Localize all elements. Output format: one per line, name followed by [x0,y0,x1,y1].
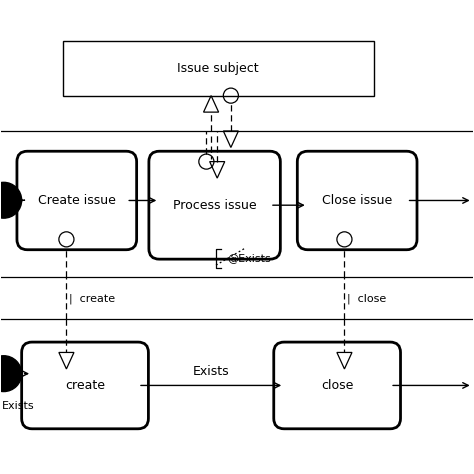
FancyBboxPatch shape [63,41,374,96]
Text: Process issue: Process issue [173,199,256,212]
FancyBboxPatch shape [22,342,148,429]
Circle shape [0,182,22,218]
FancyBboxPatch shape [149,151,280,259]
Text: |  create: | create [69,293,115,303]
Text: Exists: Exists [193,365,229,378]
Circle shape [0,356,22,392]
Text: |  close: | close [347,293,386,303]
Text: create: create [65,379,105,392]
Text: @Exists: @Exists [228,253,271,263]
Text: Close issue: Close issue [322,194,392,207]
Text: Create issue: Create issue [38,194,116,207]
Text: Issue subject: Issue subject [177,62,259,75]
FancyBboxPatch shape [17,151,137,250]
FancyBboxPatch shape [274,342,401,429]
Text: Exists: Exists [1,401,34,411]
Text: close: close [321,379,353,392]
FancyBboxPatch shape [297,151,417,250]
